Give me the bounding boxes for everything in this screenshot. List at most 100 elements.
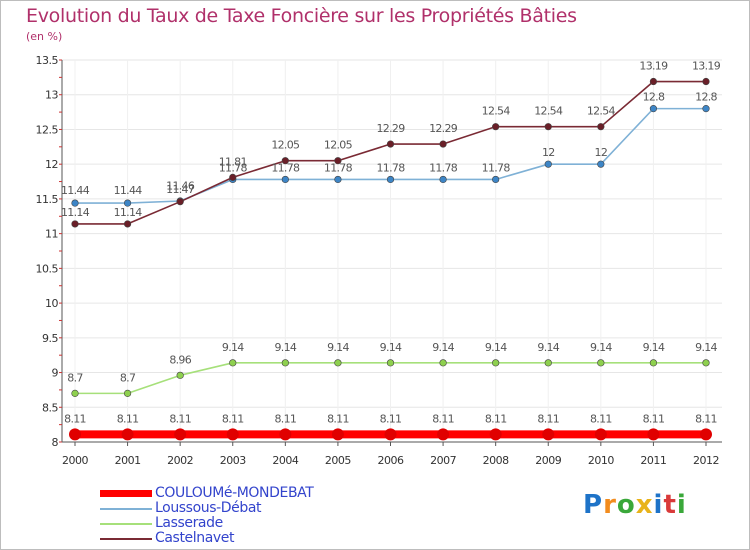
data-label: 12.05 xyxy=(271,139,300,152)
data-label: 11.46 xyxy=(166,180,195,193)
data-point xyxy=(334,175,342,184)
y-tick-label: 12 xyxy=(45,158,58,171)
x-tick-label: 2004 xyxy=(272,454,298,467)
data-point xyxy=(649,105,658,113)
logo-letter: x xyxy=(635,490,654,520)
legend-item-couloume-mondebat[interactable]: COULOUMé-MONDEBAT xyxy=(100,485,500,501)
legend-swatch xyxy=(100,508,152,510)
data-point xyxy=(702,105,710,113)
data-point xyxy=(71,220,79,228)
data-label: 11.44 xyxy=(114,184,143,197)
data-label: 8.11 xyxy=(327,412,349,425)
data-label: 8.11 xyxy=(695,412,717,425)
data-label: 8.11 xyxy=(169,412,191,425)
data-point xyxy=(174,428,187,441)
logo-letter: i xyxy=(653,490,664,520)
data-label: 8.11 xyxy=(537,412,559,425)
data-point xyxy=(647,428,660,441)
data-point xyxy=(176,371,184,379)
data-label: 11.78 xyxy=(324,161,353,174)
data-point xyxy=(386,140,395,148)
data-label: 11.47 xyxy=(166,183,195,196)
data-label: 11.81 xyxy=(219,155,247,168)
data-point xyxy=(281,359,289,367)
data-label: 11.78 xyxy=(429,161,458,174)
data-point xyxy=(229,359,237,367)
data-point xyxy=(597,123,605,131)
data-point xyxy=(71,389,79,397)
logo-letter: r xyxy=(603,490,617,520)
data-label: 12.8 xyxy=(695,91,717,104)
data-point xyxy=(123,220,132,228)
data-label: 9.14 xyxy=(222,341,244,354)
data-label: 9.14 xyxy=(537,341,559,354)
x-tick-label: 2011 xyxy=(640,454,666,467)
data-label: 11.14 xyxy=(114,206,143,219)
data-point xyxy=(334,359,342,367)
y-tick-label: 9.5 xyxy=(42,332,58,345)
data-point xyxy=(437,428,450,441)
data-point xyxy=(69,428,81,441)
legend-swatch xyxy=(100,538,152,540)
data-label: 9.14 xyxy=(590,341,612,354)
data-label: 9.14 xyxy=(485,341,507,354)
data-label: 11.78 xyxy=(219,161,248,174)
data-point xyxy=(123,389,132,397)
y-tick-label: 10.5 xyxy=(36,262,59,275)
legend-label: Lasserade xyxy=(155,515,223,531)
data-label: 9.14 xyxy=(327,341,349,354)
legend-item-lasserade[interactable]: Lasserade xyxy=(100,515,500,531)
data-point xyxy=(226,428,239,441)
legend-label: Castelnavet xyxy=(155,530,235,546)
data-point xyxy=(281,175,289,184)
x-tick-label: 2010 xyxy=(588,454,614,467)
data-point xyxy=(544,160,552,168)
data-label: 12.05 xyxy=(324,139,353,152)
y-tick-label: 12.5 xyxy=(36,123,59,136)
data-label: 11.78 xyxy=(271,161,300,174)
data-label: 9.14 xyxy=(432,341,454,354)
data-label: 8.11 xyxy=(432,412,454,425)
data-point xyxy=(544,359,552,367)
legend-label: COULOUMé-MONDEBAT xyxy=(155,485,314,501)
data-point xyxy=(121,428,134,441)
y-tick-label: 11.5 xyxy=(36,193,59,206)
legend-label: Loussous-Débat xyxy=(155,500,262,516)
data-label: 8.11 xyxy=(274,412,296,425)
data-point xyxy=(279,428,292,441)
data-point xyxy=(597,160,605,168)
legend-item-castelnavet[interactable]: Castelnavet xyxy=(100,530,500,546)
y-tick-label: 13.5 xyxy=(36,54,59,67)
x-tick-label: 2002 xyxy=(167,454,193,467)
x-tick-label: 2005 xyxy=(325,454,351,467)
data-point xyxy=(176,198,184,206)
legend-item-loussous-debat[interactable]: Loussous-Débat xyxy=(100,500,500,516)
data-point xyxy=(331,428,344,441)
data-label: 8.11 xyxy=(485,412,507,425)
x-tick-label: 2001 xyxy=(115,454,141,467)
data-label: 8.11 xyxy=(380,412,402,425)
data-point xyxy=(489,428,502,441)
data-point xyxy=(439,140,447,148)
data-label: 8.11 xyxy=(64,412,86,425)
data-point xyxy=(649,359,658,367)
y-tick-label: 11 xyxy=(45,228,58,241)
data-point xyxy=(71,199,79,207)
plot-area xyxy=(62,60,722,442)
data-label: 12 xyxy=(595,146,608,159)
data-point xyxy=(386,359,395,367)
legend-swatch xyxy=(100,523,152,525)
logo-letter: t xyxy=(663,490,677,520)
y-tick-label: 8 xyxy=(52,436,59,449)
data-point xyxy=(700,428,712,441)
data-point xyxy=(649,77,658,86)
data-point xyxy=(544,123,552,131)
logo-letter: o xyxy=(616,490,636,520)
data-point xyxy=(386,175,395,184)
x-tick-label: 2008 xyxy=(483,454,509,467)
data-label: 8.96 xyxy=(169,353,191,366)
data-label: 12.29 xyxy=(377,122,406,135)
proxiti-logo: Proxiti xyxy=(583,490,687,520)
x-tick-label: 2012 xyxy=(693,454,719,467)
